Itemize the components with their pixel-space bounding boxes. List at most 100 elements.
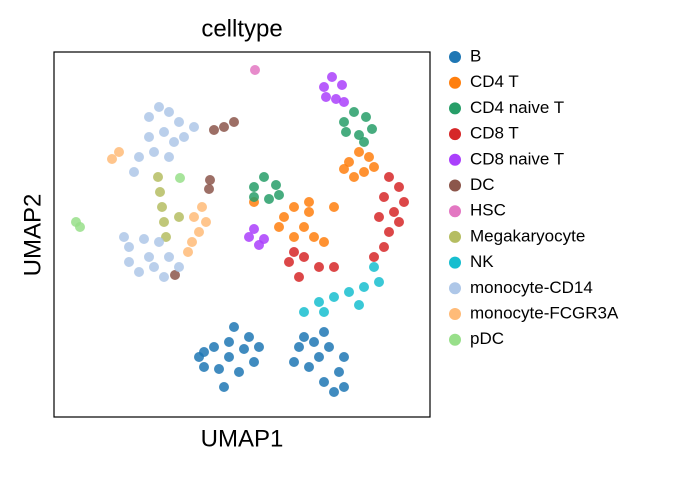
y-axis-label: UMAP2 — [19, 194, 46, 277]
point — [394, 217, 404, 227]
point — [369, 262, 379, 272]
point — [359, 167, 369, 177]
point — [249, 182, 259, 192]
point — [299, 252, 309, 262]
point — [359, 282, 369, 292]
point — [339, 164, 349, 174]
point — [344, 287, 354, 297]
point — [175, 173, 185, 183]
point — [284, 257, 294, 267]
point — [349, 107, 359, 117]
point — [174, 262, 184, 272]
point — [299, 332, 309, 342]
legend-label: CD8 T — [470, 124, 519, 143]
point — [294, 272, 304, 282]
point — [339, 117, 349, 127]
point — [139, 234, 149, 244]
point — [327, 72, 337, 82]
point — [324, 342, 334, 352]
point — [224, 337, 234, 347]
point — [214, 364, 224, 374]
point — [174, 117, 184, 127]
legend-label: CD8 naive T — [470, 149, 564, 168]
point — [384, 227, 394, 237]
point — [354, 130, 364, 140]
point — [164, 252, 174, 262]
point — [304, 362, 314, 372]
point — [159, 127, 169, 137]
point — [159, 217, 169, 227]
point — [329, 202, 339, 212]
point — [339, 97, 349, 107]
point — [159, 272, 169, 282]
legend-marker — [449, 179, 461, 192]
point — [197, 202, 207, 212]
legend-marker — [449, 76, 461, 89]
point — [170, 270, 180, 280]
point — [149, 262, 159, 272]
point — [329, 387, 339, 397]
point — [319, 82, 329, 92]
legend-label: monocyte-CD14 — [470, 278, 593, 297]
point — [309, 337, 319, 347]
point — [314, 297, 324, 307]
point — [314, 262, 324, 272]
point — [157, 202, 167, 212]
point — [144, 112, 154, 122]
point — [369, 252, 379, 262]
point — [153, 172, 163, 182]
point — [319, 377, 329, 387]
point — [199, 347, 209, 357]
point — [189, 122, 199, 132]
point — [314, 352, 324, 362]
legend-label: CD4 naive T — [470, 98, 564, 117]
point — [244, 332, 254, 342]
legend-label: B — [470, 46, 481, 65]
point — [321, 92, 331, 102]
point — [319, 327, 329, 337]
legend-label: CD4 T — [470, 72, 519, 91]
point — [349, 172, 359, 182]
x-axis-label: UMAP1 — [201, 425, 284, 452]
point — [254, 342, 264, 352]
point — [337, 80, 347, 90]
point — [389, 207, 399, 217]
point — [309, 232, 319, 242]
point — [399, 197, 409, 207]
point — [299, 222, 309, 232]
plot-frame — [53, 51, 431, 418]
point — [229, 117, 239, 127]
point — [239, 344, 249, 354]
legend-label: NK — [470, 252, 494, 271]
legend-marker — [449, 256, 461, 269]
point — [329, 262, 339, 272]
point — [169, 137, 179, 147]
point — [144, 252, 154, 262]
point — [249, 192, 259, 202]
point — [183, 247, 193, 257]
point — [274, 222, 284, 232]
point — [219, 122, 229, 132]
point — [234, 367, 244, 377]
point — [149, 147, 159, 157]
point — [219, 382, 229, 392]
point — [299, 307, 309, 317]
point — [179, 132, 189, 142]
point — [274, 190, 284, 200]
point — [319, 307, 329, 317]
point — [379, 192, 389, 202]
point — [155, 187, 165, 197]
legend-marker — [449, 308, 461, 320]
point — [294, 342, 304, 352]
point — [264, 194, 274, 204]
point — [339, 382, 349, 392]
point — [189, 212, 199, 222]
point — [174, 212, 184, 222]
point — [154, 237, 164, 247]
point — [384, 172, 394, 182]
legend-marker — [449, 230, 461, 243]
point — [244, 232, 254, 242]
points — [71, 65, 409, 397]
point — [319, 237, 329, 247]
